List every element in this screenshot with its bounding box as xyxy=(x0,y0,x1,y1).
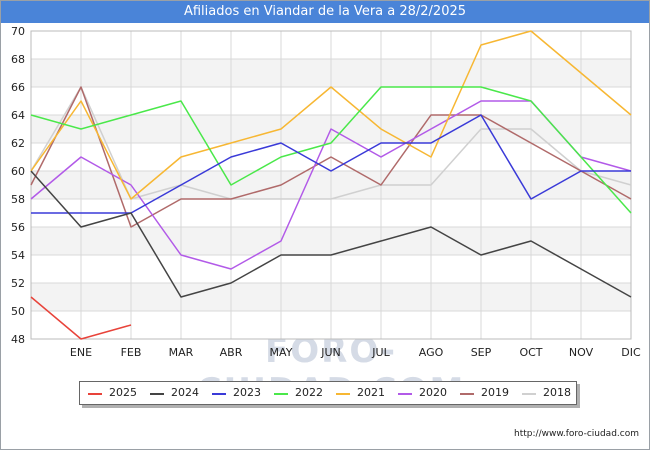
y-tick-label: 48 xyxy=(11,333,25,346)
legend-label: 2021 xyxy=(357,386,385,399)
legend-label: 2023 xyxy=(233,386,261,399)
chart-title: Afiliados en Viandar de la Vera a 28/2/2… xyxy=(1,1,649,23)
x-tick-label: JUN xyxy=(320,346,341,359)
x-tick-label: AGO xyxy=(419,346,444,359)
legend-label: 2022 xyxy=(295,386,323,399)
legend-label: 2018 xyxy=(543,386,571,399)
y-tick-label: 56 xyxy=(11,221,25,234)
legend-label: 2020 xyxy=(419,386,447,399)
source-url[interactable]: http://www.foro-ciudad.com xyxy=(514,429,639,439)
x-tick-label: SEP xyxy=(471,346,492,359)
y-tick-label: 58 xyxy=(11,193,25,206)
y-tick-label: 68 xyxy=(11,53,25,66)
x-tick-label: JUL xyxy=(371,346,390,359)
y-tick-label: 70 xyxy=(11,25,25,38)
legend-swatch xyxy=(522,393,536,395)
y-tick-label: 60 xyxy=(11,165,25,178)
y-tick-label: 66 xyxy=(11,81,25,94)
x-tick-label: ENE xyxy=(70,346,92,359)
legend-swatch xyxy=(274,393,288,395)
series-line-2022 xyxy=(30,86,632,214)
y-tick-label: 54 xyxy=(11,249,25,262)
legend: 2025 2024 2023 2022 2021 2020 2019 2018 xyxy=(79,381,577,405)
axes: 48 50 52 54 56 58 60 62 64 66 68 70 ENE FEB MAR ABR MAY J… xyxy=(11,25,641,359)
series-line-2019 xyxy=(30,86,632,228)
x-tick-label: DIC xyxy=(621,346,641,359)
y-tick-label: 64 xyxy=(11,109,25,122)
y-tick-label: 52 xyxy=(11,277,25,290)
x-tick-label: FEB xyxy=(121,346,142,359)
legend-swatch xyxy=(88,393,102,395)
series-line-2024 xyxy=(30,170,632,298)
series-line-2021 xyxy=(30,30,632,200)
legend-label: 2024 xyxy=(171,386,199,399)
x-tick-label: MAY xyxy=(270,346,293,359)
y-tick-label: 50 xyxy=(11,305,25,318)
legend-swatch xyxy=(212,393,226,395)
y-tick-label: 62 xyxy=(11,137,25,150)
series-line-2025 xyxy=(30,296,132,340)
series-lines xyxy=(30,30,632,340)
legend-swatch xyxy=(336,393,350,395)
legend-label: 2025 xyxy=(109,386,137,399)
legend-swatch xyxy=(150,393,164,395)
legend-label: 2019 xyxy=(481,386,509,399)
x-tick-label: MAR xyxy=(169,346,194,359)
grid xyxy=(30,30,632,340)
legend-swatch xyxy=(398,393,412,395)
x-tick-label: ABR xyxy=(220,346,243,359)
legend-swatch xyxy=(460,393,474,395)
x-tick-label: NOV xyxy=(569,346,594,359)
x-tick-label: OCT xyxy=(519,346,542,359)
